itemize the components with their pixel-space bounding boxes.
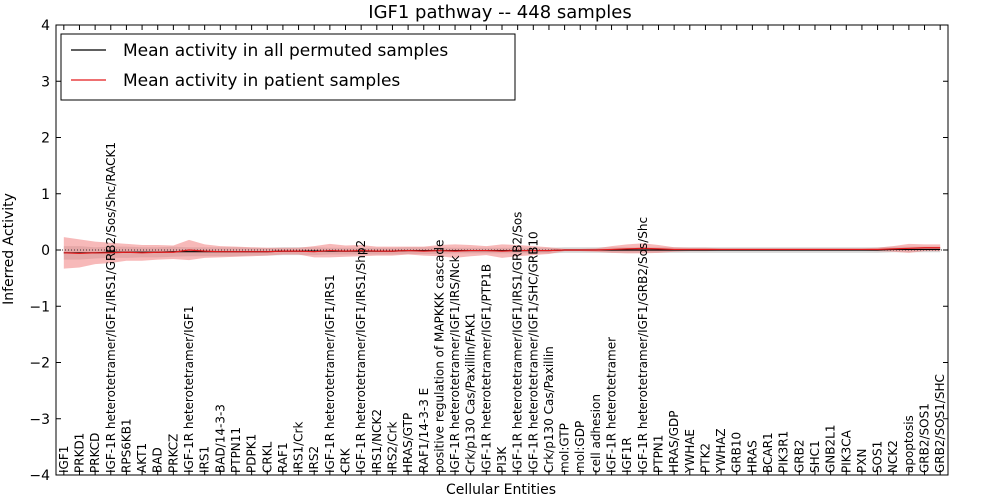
legend: Mean activity in all permuted samples Me… xyxy=(60,33,516,101)
x-tick-label: Crk/p130 Cas/Paxillin xyxy=(542,346,556,473)
x-tick-label: PRKCD xyxy=(88,433,102,473)
x-tick-label: YWHAE xyxy=(683,429,697,474)
x-tick-label: YWHAZ xyxy=(714,428,728,474)
x-tick-label: IGF-1R heterotetramer xyxy=(605,337,619,473)
x-tick-label: GRB2/SOS1/SHC xyxy=(933,374,947,473)
x-tick-label: GNB2L1 xyxy=(824,425,838,473)
x-tick-label: PI3K xyxy=(495,446,509,473)
x-tick-label: BAD/14-3-3 xyxy=(213,404,227,473)
x-tick-label: IGF-1R heterotetramer/IGF1/SHC/GRB10 xyxy=(526,231,540,473)
x-tick-label: PTPN1 xyxy=(651,435,665,473)
x-tick-label: IGF-1R heterotetramer/IGF1 xyxy=(182,306,196,473)
y-tick-label: −4 xyxy=(29,468,50,484)
x-tick-label: AKT1 xyxy=(135,443,149,473)
x-tick-label: BCAR1 xyxy=(761,432,775,473)
x-tick-label: positive regulation of MAPKKK cascade xyxy=(432,240,446,473)
x-tick-label: RAF1 xyxy=(276,442,290,473)
x-tick-label: IRS1/Crk xyxy=(292,422,306,473)
x-tick-label: IGF-1R heterotetramer/IGF1/IRS1/Shp2 xyxy=(354,240,368,473)
x-tick-label: mol:GTP xyxy=(558,423,572,473)
x-tick-label: HRAS xyxy=(745,440,759,473)
x-tick-label: IGF-1R heterotetramer/IGF1/IRS1/GRB2/Sos xyxy=(511,212,525,473)
patient-mean-line xyxy=(63,247,941,254)
x-tick-label: PTK2 xyxy=(698,443,712,473)
y-tick-label: 1 xyxy=(41,187,50,203)
x-tick-label: IRS2/Crk xyxy=(385,422,399,473)
x-tick-label: HRAS/GDP xyxy=(667,410,681,473)
x-tick-label: PTPN11 xyxy=(229,427,243,473)
x-tick-label: IGF-1R heterotetramer/IGF1/IRS1 xyxy=(323,274,337,473)
x-tick-label: IRS1/NCK2 xyxy=(370,409,384,473)
y-tick-label: −2 xyxy=(29,356,50,372)
x-tick-label: cell adhesion xyxy=(589,394,603,473)
legend-permuted-label: Mean activity in all permuted samples xyxy=(123,41,448,61)
y-tick-label: 3 xyxy=(41,74,50,90)
x-tick-label: PIK3CA xyxy=(839,429,853,473)
x-tick-label: apoptosis xyxy=(902,415,916,473)
x-tick-label: PRKD1 xyxy=(72,433,86,473)
x-tick-label: CRK xyxy=(339,447,353,473)
y-tick-label: 2 xyxy=(41,131,50,147)
x-tick-label: HRAS/GTP xyxy=(401,413,415,473)
x-tick-label: PIK3R1 xyxy=(777,431,791,473)
y-tick-label: 0 xyxy=(41,243,50,259)
x-tick-label: GRB2 xyxy=(792,439,806,473)
x-tick-label: BAD xyxy=(151,447,165,473)
y-tick-label: −1 xyxy=(29,299,50,315)
x-tick-label: IGF-1R heterotetramer/IGF1/GRB2/Sos/Shc xyxy=(636,217,650,473)
x-tick-label: IGF1R xyxy=(620,437,634,473)
x-axis-label: Cellular Entities xyxy=(446,482,556,498)
x-tick-label: RPS6KB1 xyxy=(119,418,133,473)
x-tick-label: CRKL xyxy=(260,441,274,473)
x-tick-label: GRB10 xyxy=(730,432,744,473)
patient-band xyxy=(63,237,941,269)
x-tick-label: SOS1 xyxy=(871,441,885,473)
x-tick-label: GRB2/SOS1 xyxy=(918,403,932,473)
chart-title: IGF1 pathway -- 448 samples xyxy=(368,2,631,23)
x-tick-label: PXN xyxy=(855,449,869,473)
x-tick-label: IGF-1R heterotetramer/IGF1/IRS/Nck xyxy=(448,255,462,473)
x-tick-label: IGF1 xyxy=(57,446,71,473)
y-tick-label: −3 xyxy=(29,412,50,428)
x-tick-label: PDPK1 xyxy=(245,434,259,473)
x-tick-label: Crk/p130 Cas/Paxillin/FAK1 xyxy=(464,313,478,473)
x-tick-label: IRS1 xyxy=(198,446,212,473)
x-tick-label: SHC1 xyxy=(808,440,822,473)
x-tick-label: NCK2 xyxy=(886,440,900,473)
x-tick-label: IRS2 xyxy=(307,446,321,473)
legend-box xyxy=(60,33,516,101)
y-axis-label: Inferred Activity xyxy=(1,193,17,305)
x-tick-label: mol:GDP xyxy=(573,421,587,473)
legend-patient-label: Mean activity in patient samples xyxy=(123,71,400,91)
x-tick-label: PRKCZ xyxy=(166,434,180,473)
x-tick-label: RAF1/14-3-3 E xyxy=(417,388,431,473)
x-tick-label: IGF-1R heterotetramer/IGF1/IRS1/GRB2/Sos… xyxy=(104,142,118,473)
x-tick-label: IGF-1R heterotetramer/IGF1/PTP1B xyxy=(479,264,493,473)
y-tick-label: 4 xyxy=(41,18,50,34)
